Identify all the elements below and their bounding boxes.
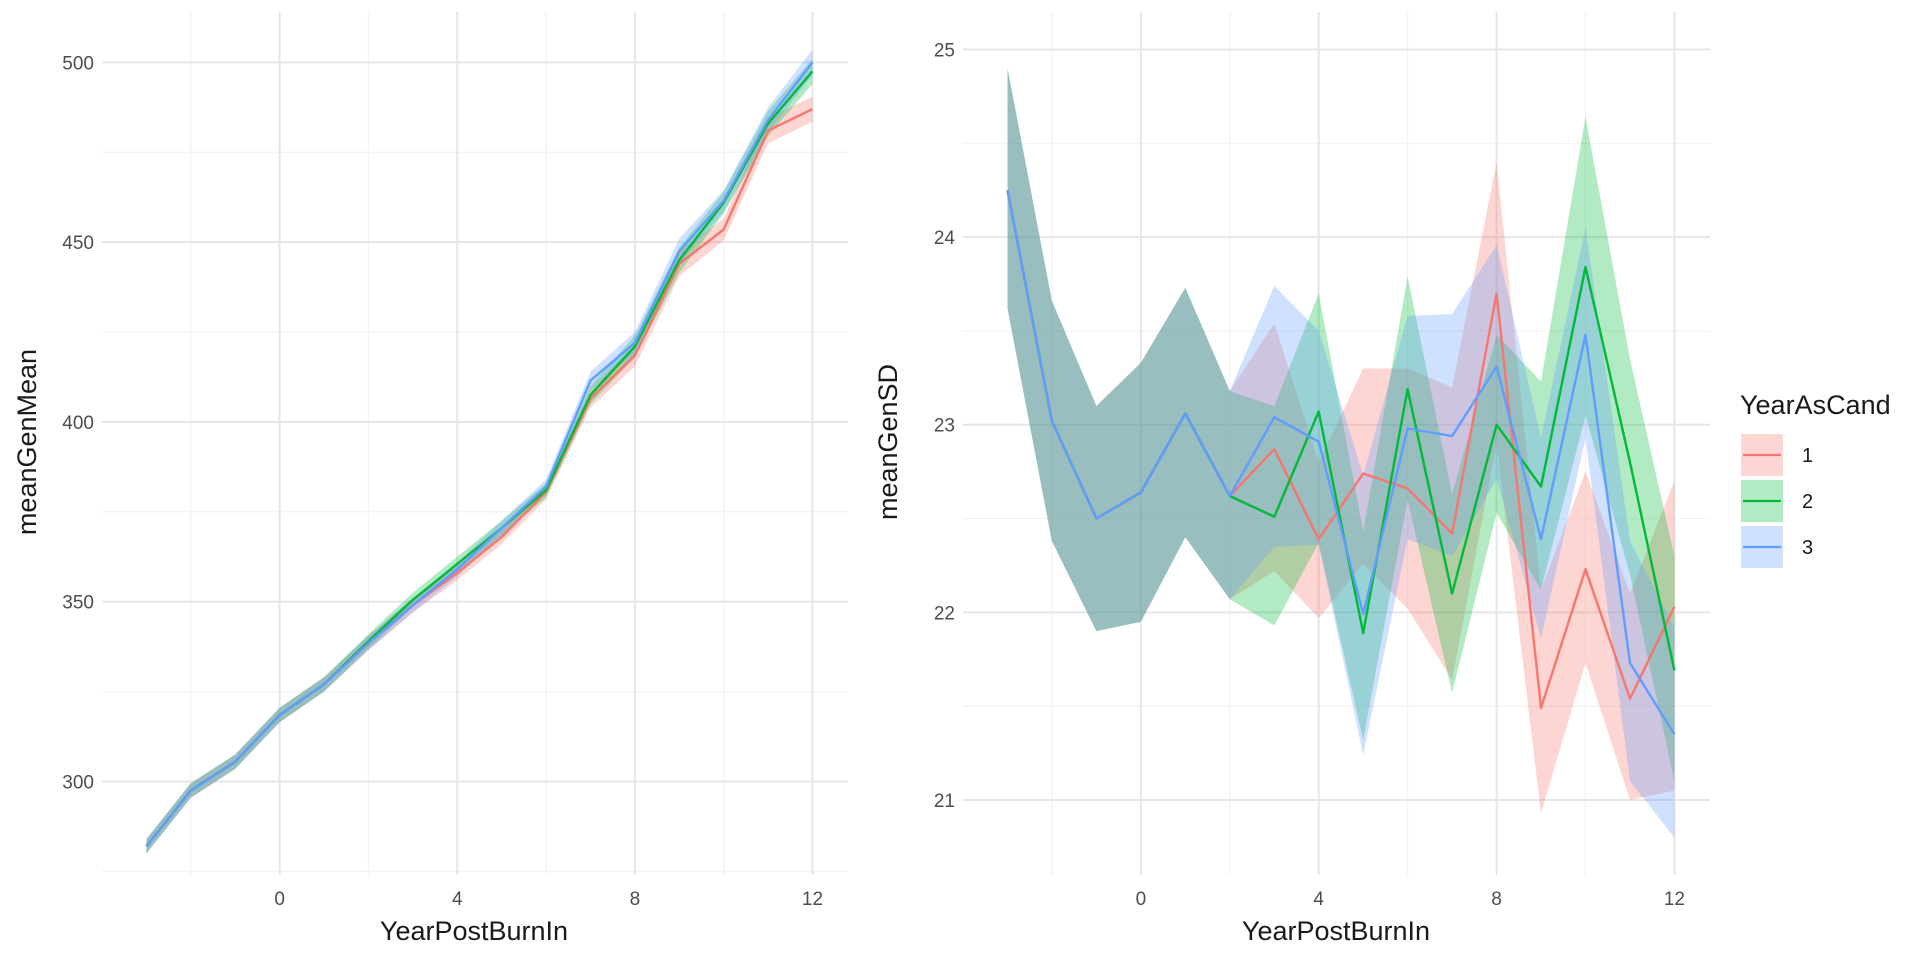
right-panel-meangensd: 0 4 8 12 21 22 23 24 25	[934, 12, 1710, 910]
y-tick-label: 21	[934, 791, 955, 812]
y-tick-label: 500	[62, 53, 94, 74]
legend-item-1: 1	[1741, 434, 1813, 476]
legend-label-3: 3	[1802, 537, 1813, 559]
ribbon-series-3	[146, 49, 813, 854]
ribbon-series-3	[1007, 68, 1675, 838]
legend-title: YearAsCand	[1740, 390, 1891, 420]
y-tick-label: 450	[62, 233, 94, 254]
legend-item-3: 3	[1741, 526, 1813, 568]
line-series-2	[145, 70, 814, 847]
ribbon-series-2	[146, 58, 813, 854]
right-x-axis-title: YearPostBurnIn	[1242, 916, 1430, 946]
legend-label-1: 1	[1802, 445, 1813, 467]
ribbon-series-1	[1007, 68, 1675, 814]
y-tick-label: 22	[934, 603, 955, 624]
x-tick-label: 8	[1491, 889, 1502, 910]
x-tick-label: 0	[274, 889, 285, 910]
right-y-axis-title: meanGenSD	[873, 364, 903, 520]
x-tick-label: 12	[802, 889, 823, 910]
x-tick-label: 12	[1664, 889, 1685, 910]
y-tick-label: 25	[934, 41, 955, 62]
x-tick-label: 4	[452, 889, 463, 910]
legend-label-2: 2	[1802, 491, 1813, 513]
ribbon-series-2	[1007, 68, 1675, 782]
y-tick-label: 400	[62, 413, 94, 434]
legend-item-2: 2	[1741, 480, 1813, 522]
y-tick-label: 23	[934, 416, 955, 437]
y-tick-label: 350	[62, 593, 94, 614]
left-panel-meangenmean: 0 4 8 12 300 350 400 450 500	[62, 12, 848, 910]
left-y-axis-title: meanGenMean	[12, 349, 42, 535]
line-series-3	[145, 61, 814, 847]
y-tick-label: 300	[62, 773, 94, 794]
legend: YearAsCand 1 2 3	[1740, 390, 1891, 568]
x-tick-label: 4	[1313, 889, 1324, 910]
line-series-3	[1006, 189, 1676, 735]
x-tick-label: 0	[1136, 889, 1147, 910]
ribbon-series-1	[146, 96, 813, 854]
x-tick-label: 8	[630, 889, 641, 910]
y-tick-label: 24	[934, 228, 956, 249]
left-x-axis-title: YearPostBurnIn	[380, 916, 568, 946]
